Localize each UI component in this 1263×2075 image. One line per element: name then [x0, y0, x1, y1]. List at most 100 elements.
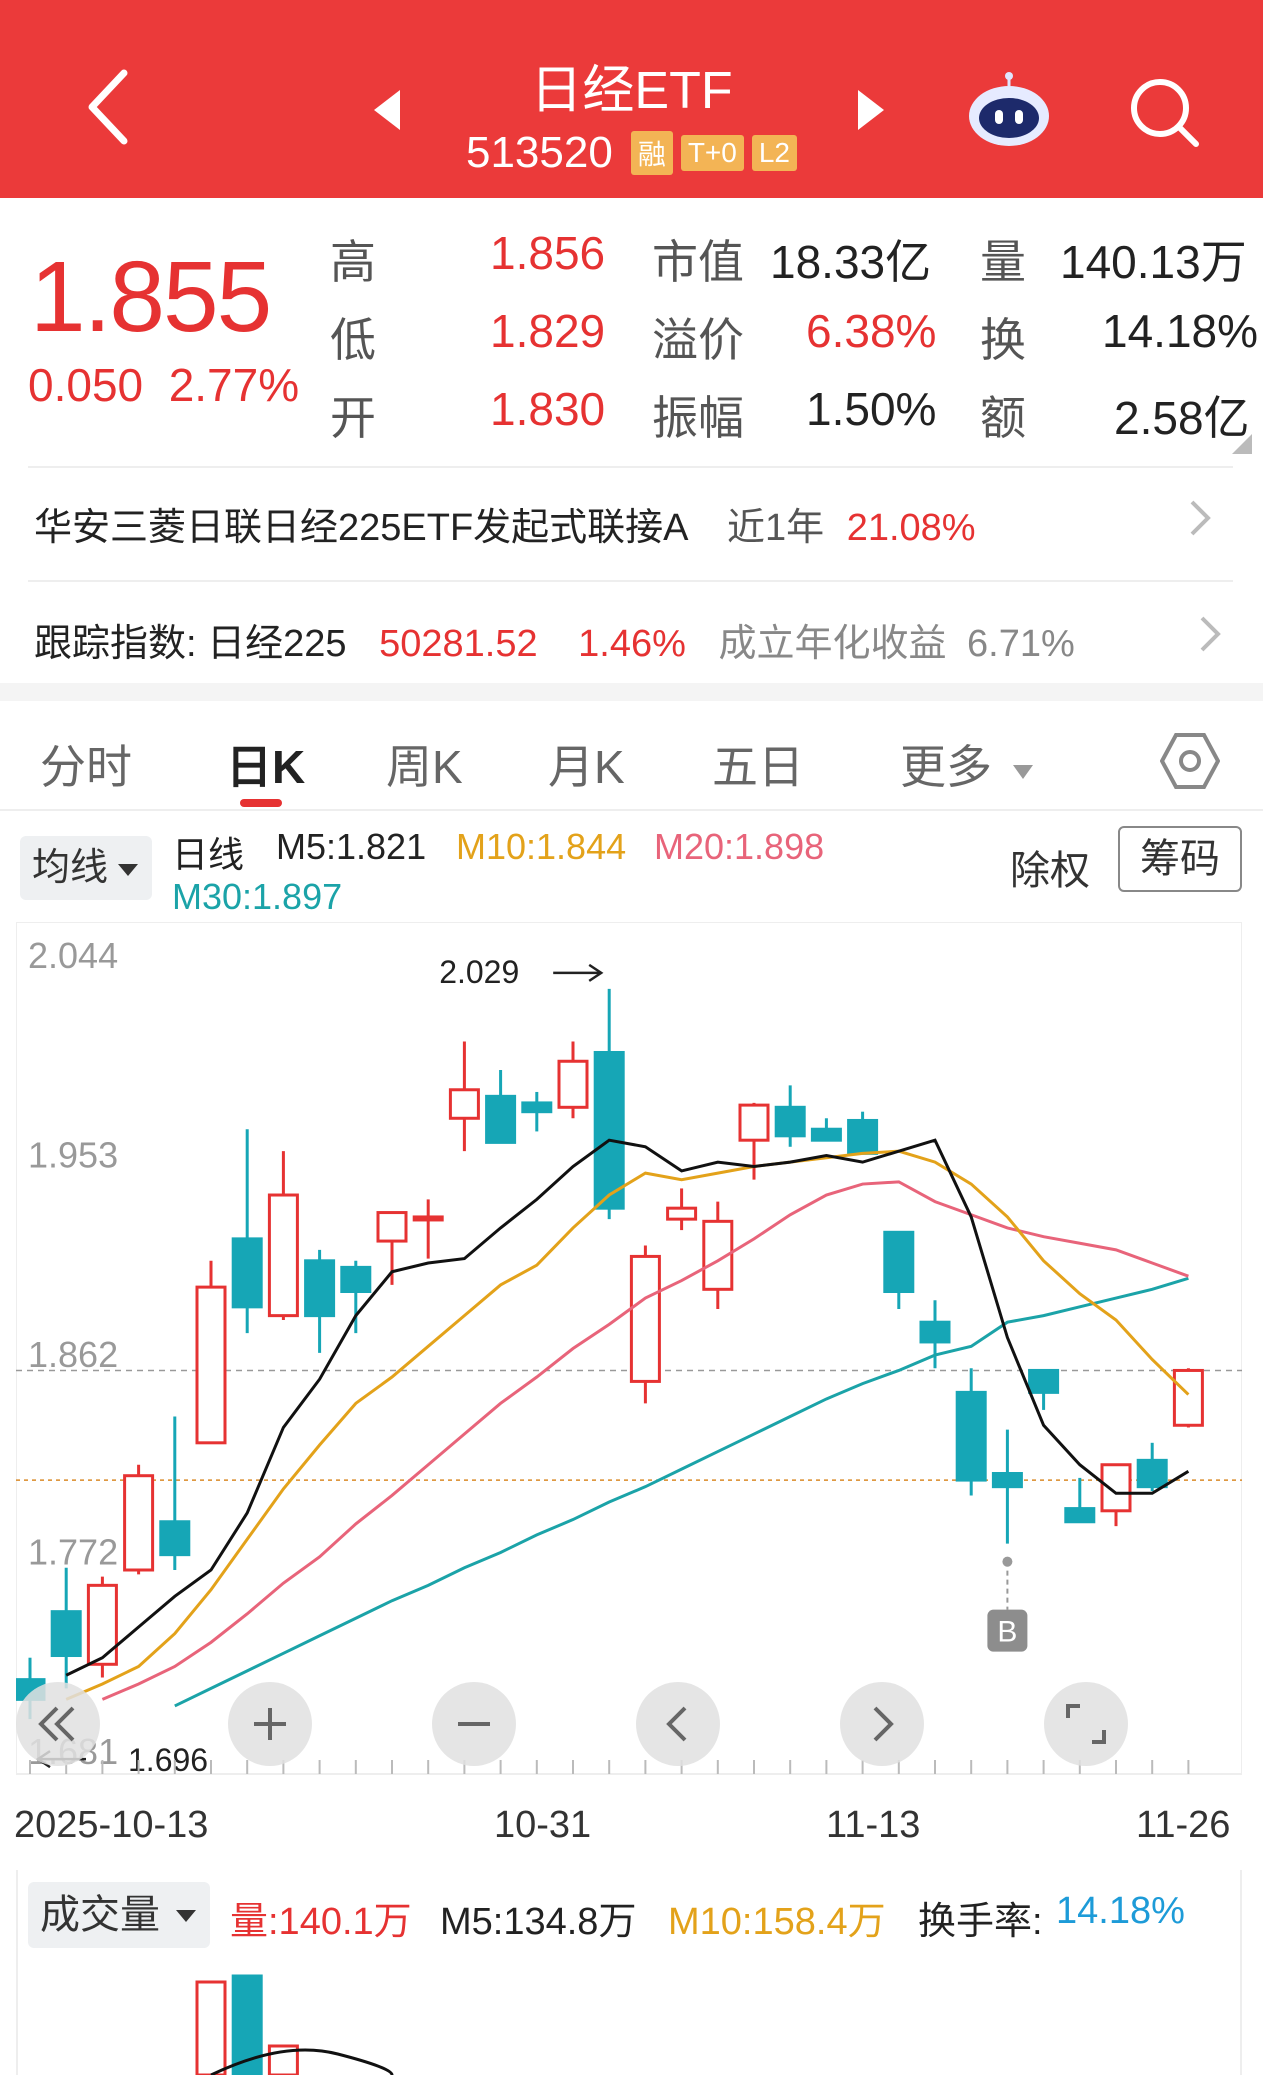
candle-up — [557, 1059, 589, 1109]
active-tab-indicator — [240, 799, 282, 807]
triangle-down-icon — [1012, 764, 1033, 779]
tab-five-day[interactable]: 五日 — [712, 741, 804, 793]
tab-intraday[interactable]: 分时 — [40, 741, 132, 793]
linked-fund-name: 华安三菱日联日经225ETF发起式联接A — [34, 507, 687, 549]
settings-icon[interactable] — [1160, 731, 1220, 791]
x-tick-label: 2025-10-13 — [14, 1804, 209, 1846]
scroll-start-button[interactable] — [16, 1682, 100, 1766]
indicator-selector-label: 均线 — [32, 847, 109, 889]
y-tick-label: 1.862 — [28, 1334, 118, 1375]
tracking-index-name: 日经225 — [207, 623, 347, 665]
candle-down — [1028, 1368, 1060, 1394]
chart-frame — [16, 922, 1242, 1775]
price-change: 0.050 2.77% — [28, 358, 299, 412]
signal-badge — [987, 1609, 1028, 1652]
mktcap-value: 18.33亿 — [770, 236, 932, 288]
candle-down — [955, 1390, 987, 1482]
plus-icon — [254, 1708, 286, 1740]
tab-more-label: 更多 — [900, 741, 992, 793]
linked-fund-row[interactable]: 华安三菱日联日经225ETF发起式联接A 近1年 21.08% — [34, 496, 976, 551]
candle-down — [50, 1610, 82, 1658]
candle-down — [847, 1118, 879, 1155]
zoom-in-button[interactable] — [228, 1682, 312, 1766]
y-tick-label: 1.953 — [28, 1135, 118, 1176]
candle-up — [376, 1211, 408, 1243]
back-button[interactable] — [78, 62, 138, 152]
fullscreen-button[interactable] — [1044, 1682, 1128, 1766]
zoom-out-button[interactable] — [432, 1682, 516, 1766]
chip-distribution-button[interactable]: 筹码 — [1118, 826, 1242, 892]
ex-rights-button[interactable]: 除权 — [1010, 849, 1090, 893]
turnover-value: 14.18% — [1102, 305, 1259, 357]
ma20-value: M20:1.898 — [654, 826, 825, 867]
linked-fund-return: 21.08% — [846, 507, 976, 549]
candle-down — [159, 1520, 191, 1557]
candle-up — [86, 1583, 118, 1666]
tab-weekly-k[interactable]: 周K — [386, 741, 463, 793]
min-price-label: 1.696 — [128, 1742, 208, 1778]
candle-up — [267, 1193, 299, 1318]
chevron-right-icon[interactable] — [1186, 498, 1214, 538]
stock-code: 513520 — [465, 128, 613, 177]
volume-svg — [195, 1974, 394, 2075]
prev-stock-button[interactable] — [372, 88, 402, 136]
candle-down — [883, 1230, 915, 1294]
indicator-selector[interactable]: 均线 — [20, 836, 152, 900]
stock-name: 日经ETF — [530, 62, 733, 120]
low-label: 低 — [330, 314, 376, 366]
volume-indicator-selector[interactable]: 成交量 — [28, 1882, 210, 1948]
expand-corner-icon[interactable] — [1232, 434, 1252, 454]
high-value: 1.856 — [490, 227, 606, 279]
ai-assistant-button[interactable] — [964, 70, 1054, 150]
amount-label: 额 — [980, 392, 1026, 444]
y-tick-label: 2.044 — [28, 935, 118, 976]
volume-m10: M10:158.4万 — [668, 1901, 886, 1943]
candle-down — [1136, 1458, 1168, 1489]
volume-m5: M5:134.8万 — [440, 1901, 637, 1943]
annual-return-label: 成立年化收益 — [718, 623, 947, 665]
period-tabs: 分时 日K 周K 月K 五日 更多 — [0, 701, 1263, 811]
candle-down — [485, 1094, 517, 1144]
ma-title: 日线 — [172, 834, 245, 875]
candle-down — [304, 1259, 336, 1318]
x-tick-label: 10-31 — [494, 1804, 592, 1846]
tab-monthly-k[interactable]: 月K — [548, 741, 625, 793]
candle-down — [1064, 1507, 1096, 1524]
back-icon — [88, 69, 128, 145]
volume-panel[interactable] — [16, 1870, 1242, 2075]
candle-up — [666, 1206, 698, 1221]
open-label: 开 — [330, 392, 376, 444]
candle-up — [448, 1088, 480, 1120]
ma5-value: M5:1.821 — [276, 826, 427, 867]
candle-up — [738, 1103, 770, 1142]
ma20-line — [101, 1180, 1189, 1701]
amplitude-label: 振幅 — [652, 392, 744, 444]
section-gap — [0, 683, 1263, 701]
chevron-right-icon[interactable] — [1196, 614, 1224, 654]
fullscreen-icon — [1066, 1704, 1106, 1744]
caret-down-icon — [176, 1910, 196, 1922]
divider — [28, 580, 1233, 582]
ma10-line — [65, 1149, 1190, 1701]
search-icon — [1131, 79, 1199, 147]
ma30-value: M30:1.897 — [172, 876, 343, 917]
amplitude-value: 1.50% — [806, 383, 937, 435]
candle-down — [774, 1105, 806, 1138]
max-price-label: 2.029 — [439, 954, 519, 990]
next-stock-button[interactable] — [856, 88, 886, 136]
search-button[interactable] — [1124, 72, 1204, 152]
turnover-label: 换 — [980, 314, 1026, 366]
scroll-right-button[interactable] — [840, 1682, 924, 1766]
annual-return-value: 6.71% — [967, 623, 1075, 665]
y-tick-label: 1.772 — [28, 1531, 118, 1572]
scroll-left-button[interactable] — [636, 1682, 720, 1766]
turnover-rate-label: 换手率: — [918, 1901, 1043, 1943]
tab-more[interactable]: 更多 — [900, 731, 1035, 797]
tracking-index-row[interactable]: 跟踪指数: 日经225 50281.52 1.46% 成立年化收益 6.71% — [34, 612, 1075, 667]
robot-icon — [969, 72, 1049, 146]
tab-daily-k[interactable]: 日K — [226, 741, 306, 793]
triangle-right-icon — [858, 90, 884, 130]
candle-down — [810, 1127, 842, 1142]
